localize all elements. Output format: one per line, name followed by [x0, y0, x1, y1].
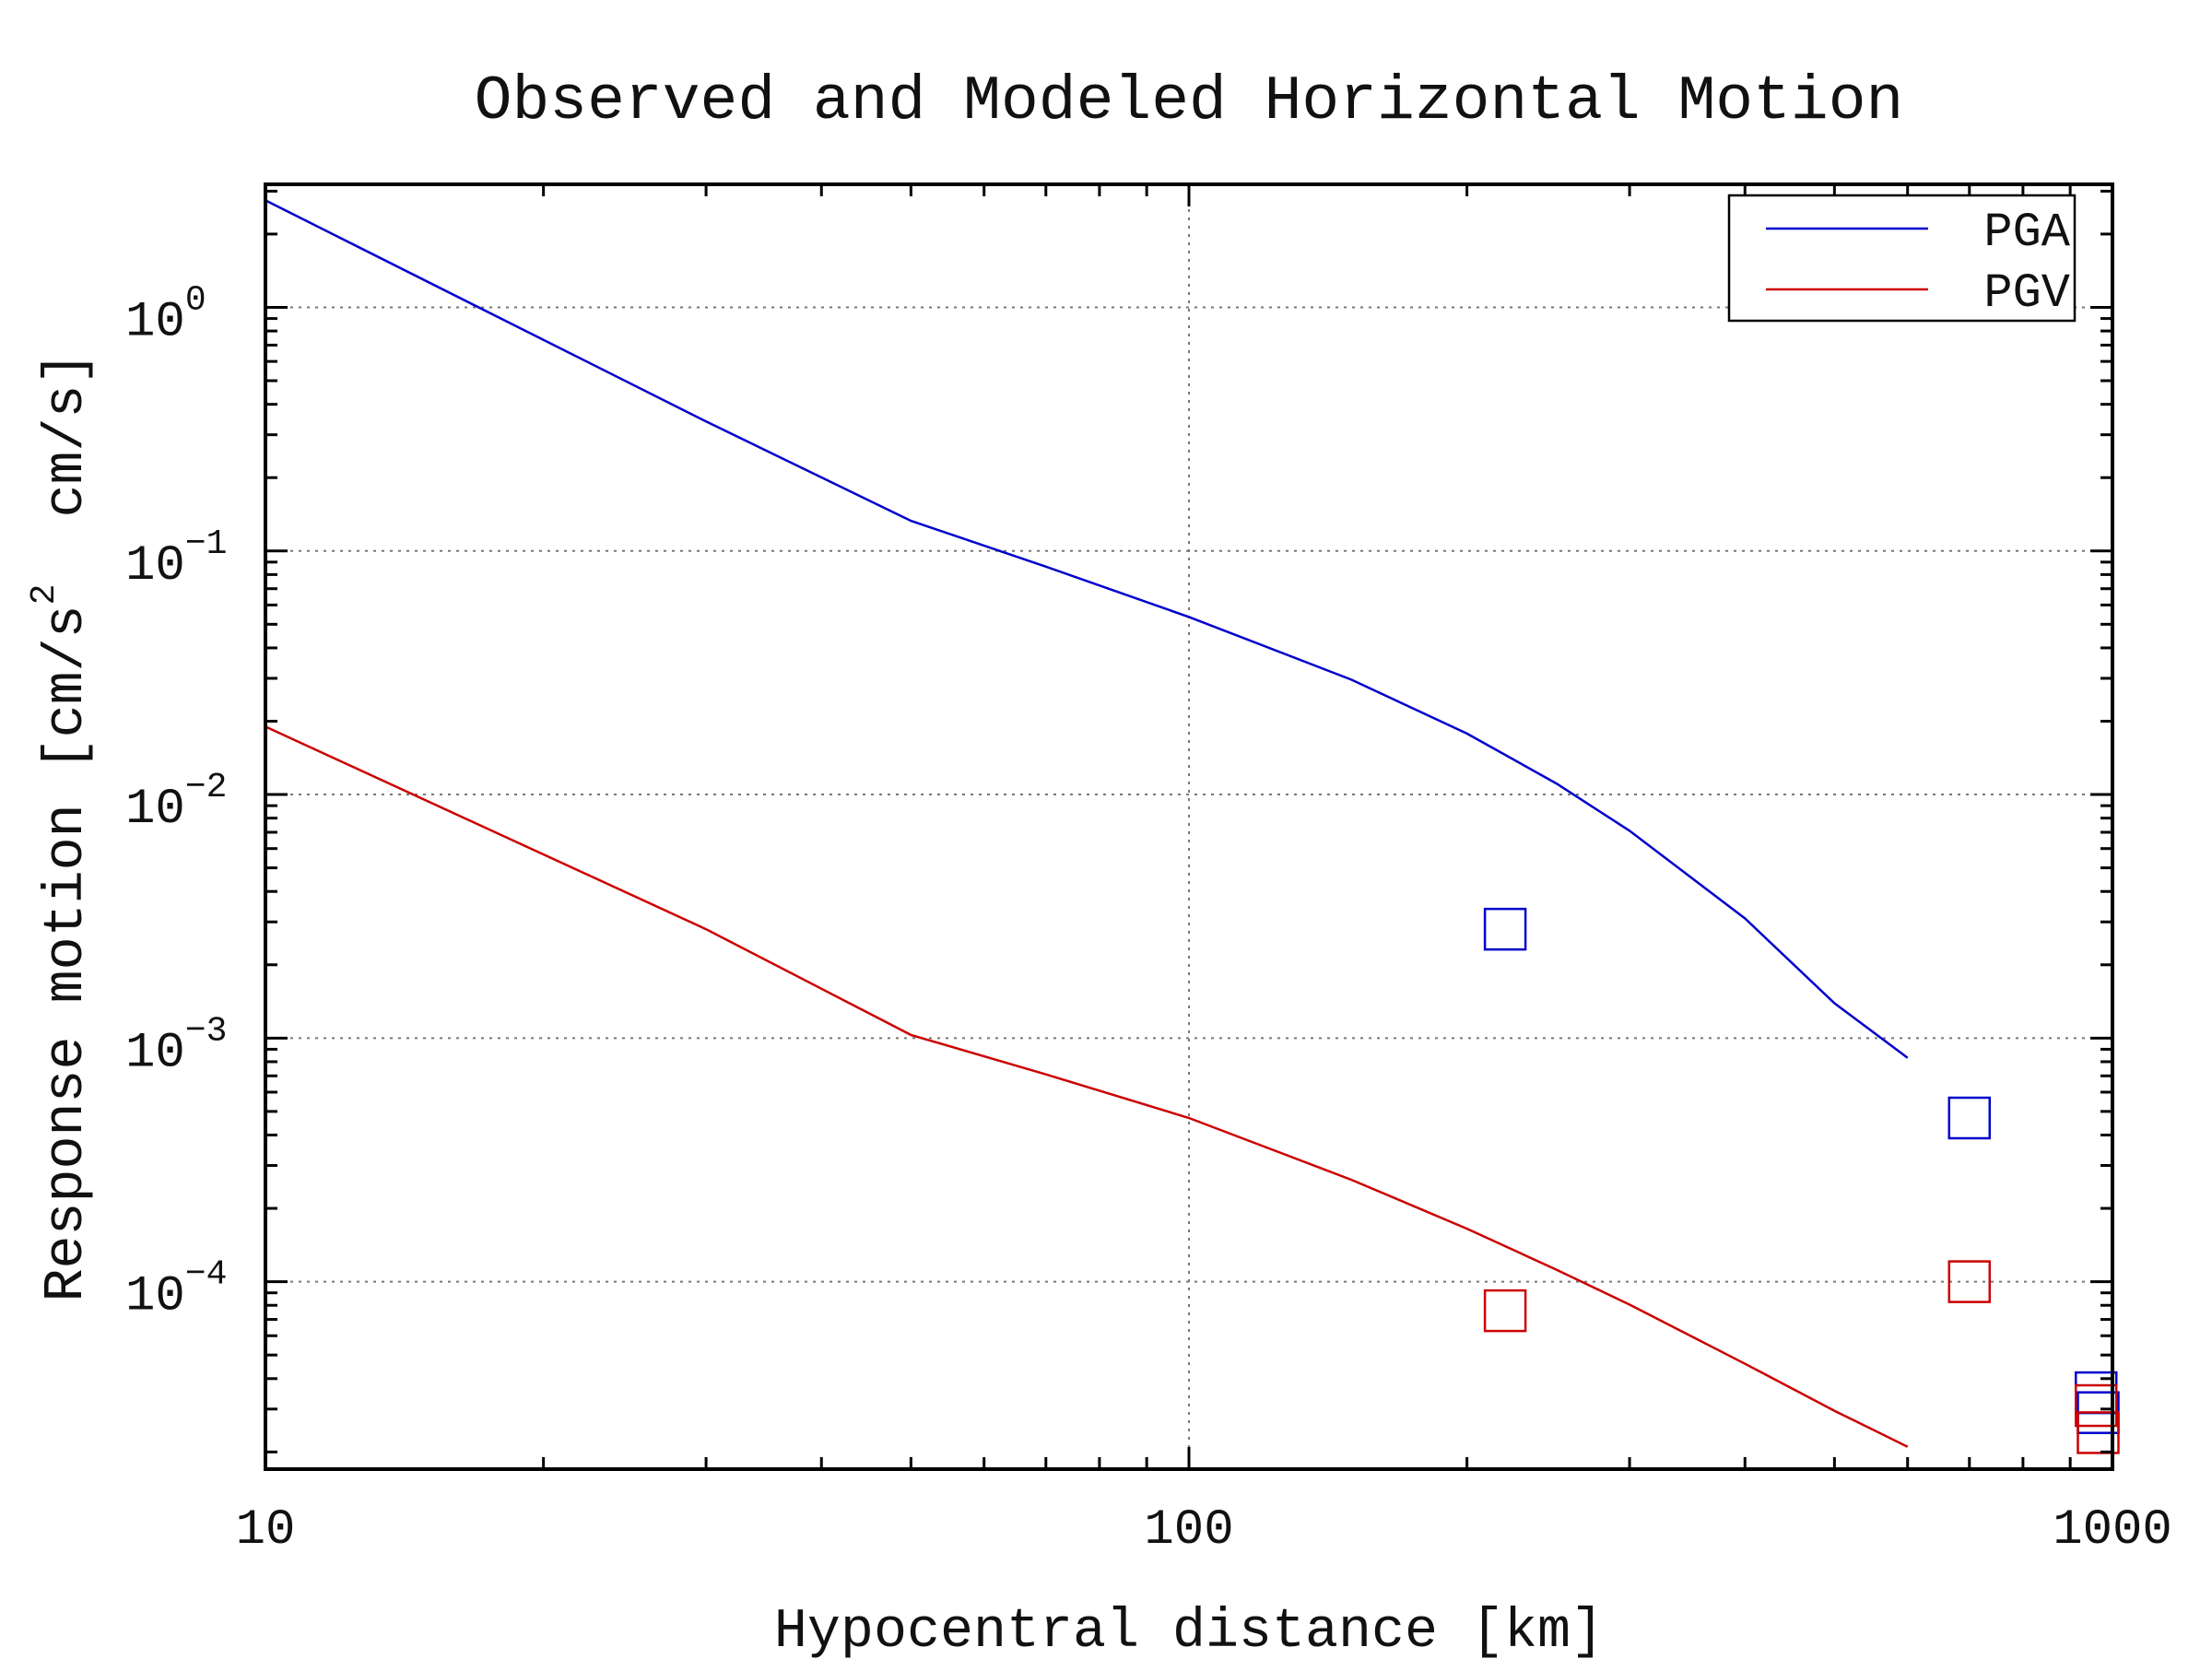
grid-lines: [265, 184, 2112, 1469]
pgv-line: [265, 725, 1909, 1448]
x-tick-labels: 10 100 1000: [236, 1502, 2172, 1559]
pgv-observed-marker: [1483, 1288, 1527, 1333]
pgv-observed-marker: [1947, 1260, 1992, 1303]
y-tick-base: 10: [125, 295, 185, 351]
y-tick-exponent: −2: [185, 768, 228, 807]
x-tick-label: 10: [236, 1502, 296, 1559]
x-tick-label: 100: [1144, 1502, 1233, 1559]
axis-ticks: [264, 184, 2112, 1469]
legend-label-pgv: PGV: [1983, 266, 2070, 321]
chart-title: Observed and Modeled Horizontal Motion: [475, 66, 1904, 137]
pga-line: [265, 199, 1909, 1059]
y-tick-label: 100: [125, 281, 206, 351]
observed-markers: [1483, 907, 2120, 1454]
y-tick-base: 10: [125, 1269, 185, 1325]
pgv-observed-marker: [2077, 1411, 2120, 1454]
pgv-observed-marker: [2074, 1383, 2118, 1428]
y-tick-exponent: −3: [185, 1011, 228, 1051]
pga-observed-marker: [1947, 1096, 1992, 1140]
y-tick-base: 10: [125, 782, 185, 838]
y-axis-label-main: Response motion [cm/s: [36, 605, 99, 1301]
plot-series: [265, 199, 1909, 1448]
legend: PGA PGV: [1727, 194, 2077, 323]
legend-label-pga: PGA: [1983, 206, 2070, 260]
pga-observed-marker: [1483, 907, 1527, 951]
y-tick-base: 10: [125, 538, 185, 594]
y-axis-label: Response motion [cm/s2 cm/s]: [25, 352, 99, 1302]
legend-box: [1727, 194, 2077, 323]
y-tick-label: 10−4: [125, 1255, 227, 1325]
y-tick-label: 10−2: [125, 768, 227, 838]
y-tick-exponent: 0: [185, 281, 206, 321]
y-tick-label: 10−1: [125, 524, 227, 594]
y-tick-label: 10−3: [125, 1011, 227, 1081]
y-tick-base: 10: [125, 1025, 185, 1081]
x-tick-label: 1000: [2053, 1502, 2172, 1559]
y-tick-exponent: −4: [185, 1255, 228, 1295]
y-axis-label-suffix: cm/s]: [36, 352, 99, 584]
x-axis-label: Hypocentral distance [km]: [774, 1601, 1604, 1659]
y-tick-exponent: −1: [185, 524, 228, 564]
y-axis-label-superscript: 2: [25, 584, 65, 606]
